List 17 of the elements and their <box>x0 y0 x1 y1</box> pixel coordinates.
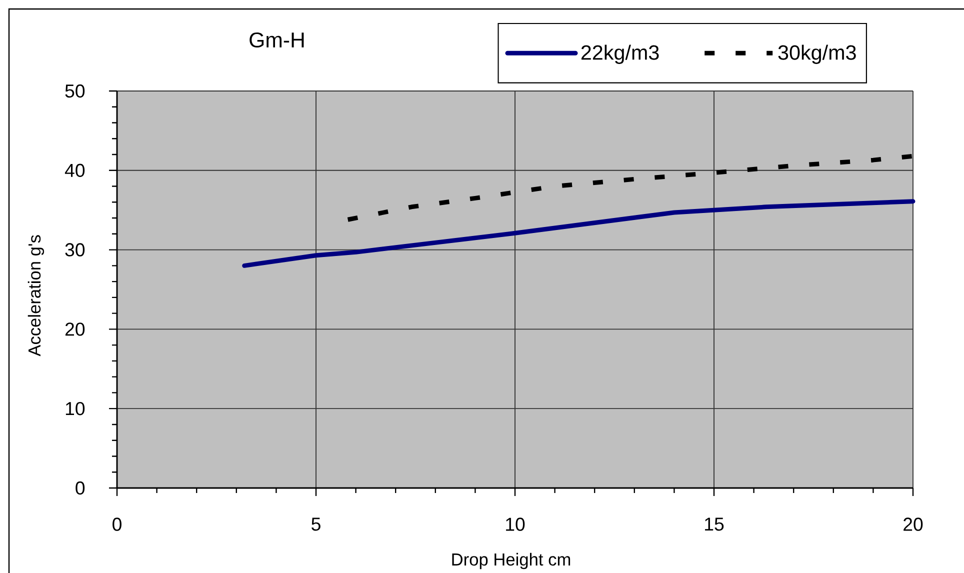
y-tick-label: 0 <box>76 481 85 495</box>
y-tick-label: 30 <box>65 243 85 256</box>
x-tick-label: 20 <box>904 518 923 531</box>
legend-label: 22kg/m3 <box>581 44 659 64</box>
x-tick-label: 10 <box>506 518 525 531</box>
chart-title: Gm-H <box>250 32 304 48</box>
y-axis-title: Acceleration g's <box>28 235 44 356</box>
line-series <box>242 199 916 268</box>
x-axis-title: Drop Height cm <box>452 552 570 570</box>
y-tick-label: 50 <box>65 84 85 98</box>
y-tick-label: 10 <box>66 402 85 416</box>
x-tick-label: 5 <box>312 518 320 531</box>
y-tick-label: 40 <box>64 164 85 178</box>
x-tick-label: 0 <box>112 518 122 531</box>
x-tick-label: 15 <box>705 518 724 531</box>
legend-label: 30kg/m3 <box>778 44 856 64</box>
y-tick-label: 20 <box>65 322 85 336</box>
